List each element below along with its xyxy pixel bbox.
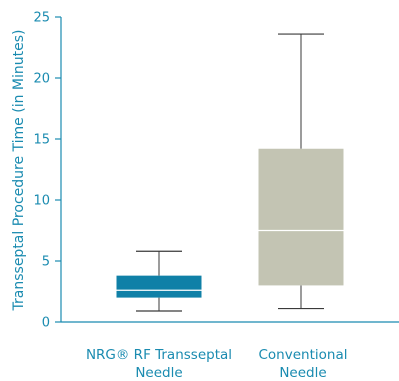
y-tick-label-20: 20	[33, 72, 50, 87]
box-nrg	[116, 275, 202, 298]
category-label-conventional-line1: Conventional	[259, 347, 348, 363]
category-label-nrg-line2: Needle	[135, 365, 182, 381]
boxes-layer	[116, 33, 344, 312]
category-label-conventional-line2: Needle	[279, 365, 326, 381]
y-tick-label-10: 10	[33, 194, 50, 209]
y-tick-label-15: 15	[33, 133, 50, 148]
box-group-conventional	[258, 33, 344, 310]
y-tick-label-0: 0	[42, 316, 50, 331]
y-tick-label-25: 25	[33, 11, 50, 26]
y-tick-label-5: 5	[42, 255, 50, 270]
y-axis: 0 5 10 15 20 25	[33, 11, 62, 331]
box-conventional	[258, 148, 344, 286]
y-axis-label: Transseptal Procedure Time (in Minutes)	[11, 30, 27, 312]
category-label-nrg-line1: NRG® RF Transseptal	[86, 347, 232, 363]
box-group-nrg	[116, 250, 202, 312]
